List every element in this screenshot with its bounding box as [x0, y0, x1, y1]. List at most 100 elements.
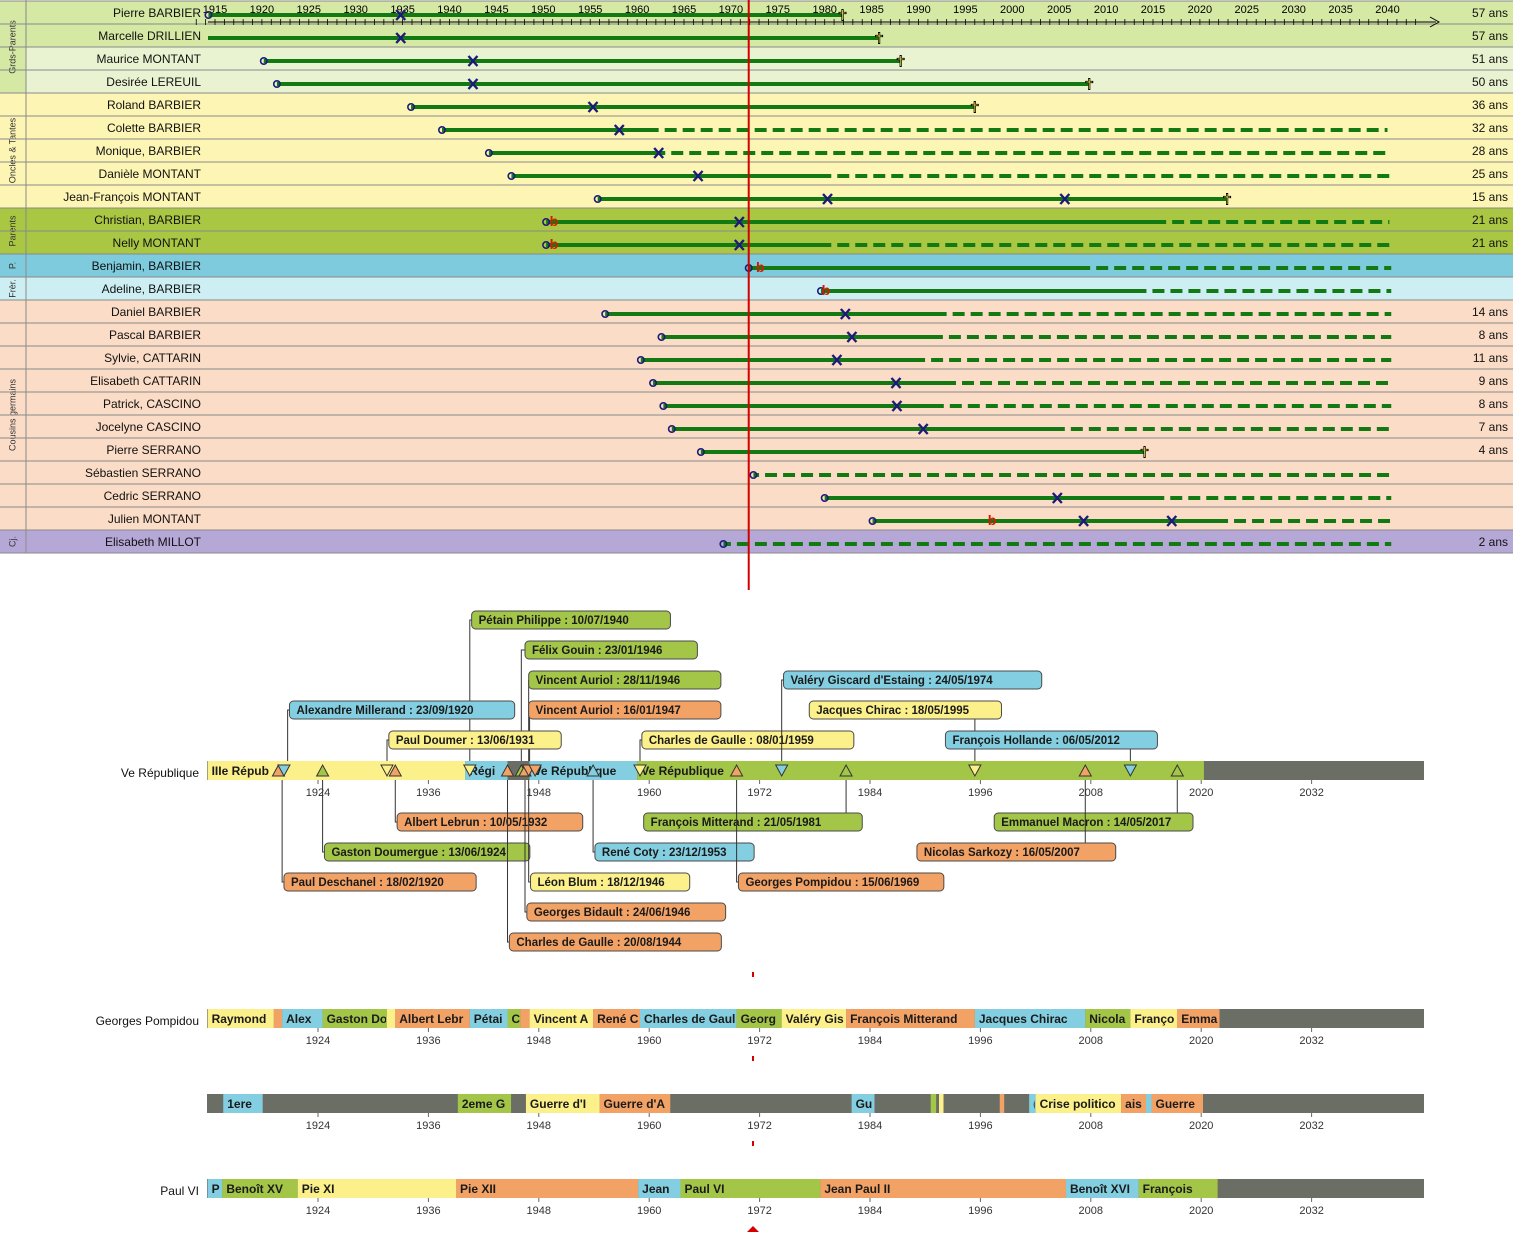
event-triangle-icon [586, 763, 600, 777]
event-triangle-icon [968, 764, 982, 778]
band-segment-label: ais ( [1125, 1097, 1149, 1111]
person-age: 32 ans [1472, 121, 1508, 135]
band-axis-label: 2008 [1079, 1035, 1103, 1047]
timeline-row-background [26, 70, 1513, 93]
event-cross-icon [1166, 515, 1178, 527]
person-age: 9 ans [1479, 374, 1508, 388]
band-segment [781, 1009, 847, 1028]
presidents-band: Raymond Alex Gaston Do Albert Lebr Pétai C Vin… [96, 1009, 1424, 1047]
time-axis-tick-label: 2005 [1047, 4, 1071, 16]
event-connector [736, 780, 739, 883]
band-segment-label: C [512, 1012, 521, 1026]
event-callout-box [916, 842, 1117, 862]
band-axis-label: 1948 [527, 1120, 551, 1132]
time-axis-arrow-icon [1429, 16, 1441, 28]
event-cross-icon [395, 32, 407, 44]
person-name: Desirée LEREUIL [106, 75, 201, 89]
timeline-row-background [26, 162, 1513, 185]
timeline-row-background [26, 24, 1513, 47]
band-segment-label: Pétai [474, 1012, 503, 1026]
time-axis-tick-label: 2035 [1328, 4, 1352, 16]
band-segment [282, 1009, 323, 1028]
time-axis-tick-label: 2020 [1188, 4, 1212, 16]
band-axis-label: 2032 [1299, 1205, 1323, 1217]
timeline-row-background [26, 139, 1513, 162]
birth-circle-icon [657, 332, 666, 341]
band-segment [223, 1094, 263, 1113]
event-callout-label: Charles de Gaulle : 20/08/1944 [516, 937, 682, 949]
band-segment-label: IIIe Répub [212, 764, 269, 778]
event-cross-icon [467, 78, 479, 90]
timeline-row-background [26, 461, 1513, 484]
event-callout-box [471, 610, 671, 630]
birth-circle-icon [696, 447, 705, 456]
band-segment-label: Nicola [1089, 1012, 1125, 1026]
event-callout-label: Pétain Philippe : 10/07/1940 [479, 615, 629, 627]
death-cross-icon [839, 10, 846, 20]
band-segment [943, 1094, 1000, 1113]
band-segment-label: Guerre d'A [604, 1097, 666, 1111]
event-callout-box [783, 670, 1043, 690]
band-segment-label: Charles de Gaul [644, 1012, 735, 1026]
band-segment [469, 1009, 508, 1028]
person-name: Monique, BARBIER [96, 144, 202, 158]
person-name: Adeline, BARBIER [102, 282, 202, 296]
birth-circle-icon [820, 493, 829, 502]
death-cross-icon [1141, 447, 1148, 457]
band-segment [638, 1179, 681, 1198]
band-segment [670, 1094, 852, 1113]
person-age: 51 ans [1472, 52, 1508, 66]
band-axis-label: 1996 [968, 1205, 992, 1217]
band-axis-label: 1984 [858, 787, 882, 799]
event-callout-label: René Coty : 23/12/1953 [602, 847, 727, 859]
band-segment [262, 1094, 458, 1113]
band-segment [680, 1179, 821, 1198]
band-segment [1065, 1179, 1139, 1198]
person-age: 28 ans [1472, 144, 1508, 158]
band-segment [222, 1179, 298, 1198]
timeline-row-background [26, 185, 1513, 208]
person-name: Roland BARBIER [107, 98, 201, 112]
band-segment-label: Jean [642, 1182, 669, 1196]
person-age: 57 ans [1472, 29, 1508, 43]
event-triangle-icon [277, 764, 291, 778]
history-events-band: 1ere 2eme G Guerre d'I Guerre d'A Gu (Crise p… [207, 1094, 1424, 1132]
band-segment [1219, 1009, 1422, 1028]
person-name: Christian, BARBIER [94, 213, 201, 227]
event-connector [520, 649, 525, 761]
timeline-row-background [26, 415, 1513, 438]
person-name: Benjamin, BARBIER [92, 259, 202, 273]
person-name: Pierre SERRANO [106, 443, 201, 457]
person-age: 2 ans [1479, 535, 1508, 549]
event-callout-label: Léon Blum : 18/12/1946 [538, 877, 665, 889]
event-cross-icon [1051, 492, 1063, 504]
band-segment [936, 1094, 939, 1113]
event-callout-box [737, 872, 945, 892]
band-segment [1217, 1179, 1422, 1198]
timeline-row-background [26, 346, 1513, 369]
birth-circle-icon [484, 149, 493, 158]
birth-circle-icon [816, 286, 825, 295]
event-callout-label: Nicolas Sarkozy : 16/05/2007 [924, 847, 1080, 859]
event-cross-icon [733, 216, 745, 228]
band-segment-label: ( [1033, 1097, 1037, 1111]
band-axis-label: 1972 [747, 1205, 771, 1217]
band-segment-label: Jacques Chirac [979, 1012, 1068, 1026]
birth-circle-icon [407, 103, 416, 112]
band-segment [207, 1009, 274, 1028]
event-cross-icon [467, 55, 479, 67]
band-segment [846, 1009, 975, 1028]
band-axis-label: 2032 [1299, 1120, 1323, 1132]
band-axis-label: 1984 [858, 1120, 882, 1132]
event-cross-icon [395, 9, 407, 21]
group-label: Frèr. [7, 279, 17, 298]
band-segment-label: Ve République [641, 764, 724, 778]
popes-band: P Benoît XV Pie XI Pie XII Jean Paul VI Jean P… [160, 1179, 1424, 1217]
band-axis-label: 1996 [968, 787, 992, 799]
birth-circle-icon [659, 401, 668, 410]
time-axis-tick-label: 1990 [906, 4, 930, 16]
current-year-indicator-icon [747, 1226, 759, 1232]
band-segment [1203, 761, 1422, 780]
